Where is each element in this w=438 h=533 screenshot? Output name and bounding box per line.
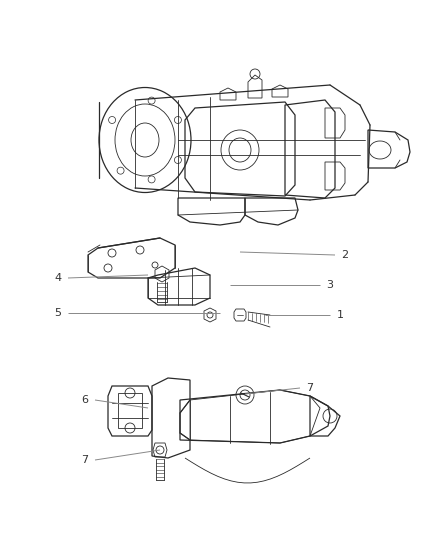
Text: 3: 3 [326, 280, 333, 290]
Text: 6: 6 [81, 395, 88, 405]
Text: 2: 2 [342, 250, 349, 260]
Text: 1: 1 [336, 310, 343, 320]
Text: 7: 7 [81, 455, 88, 465]
Text: 7: 7 [307, 383, 314, 393]
Text: 4: 4 [54, 273, 62, 283]
Text: 5: 5 [54, 308, 61, 318]
